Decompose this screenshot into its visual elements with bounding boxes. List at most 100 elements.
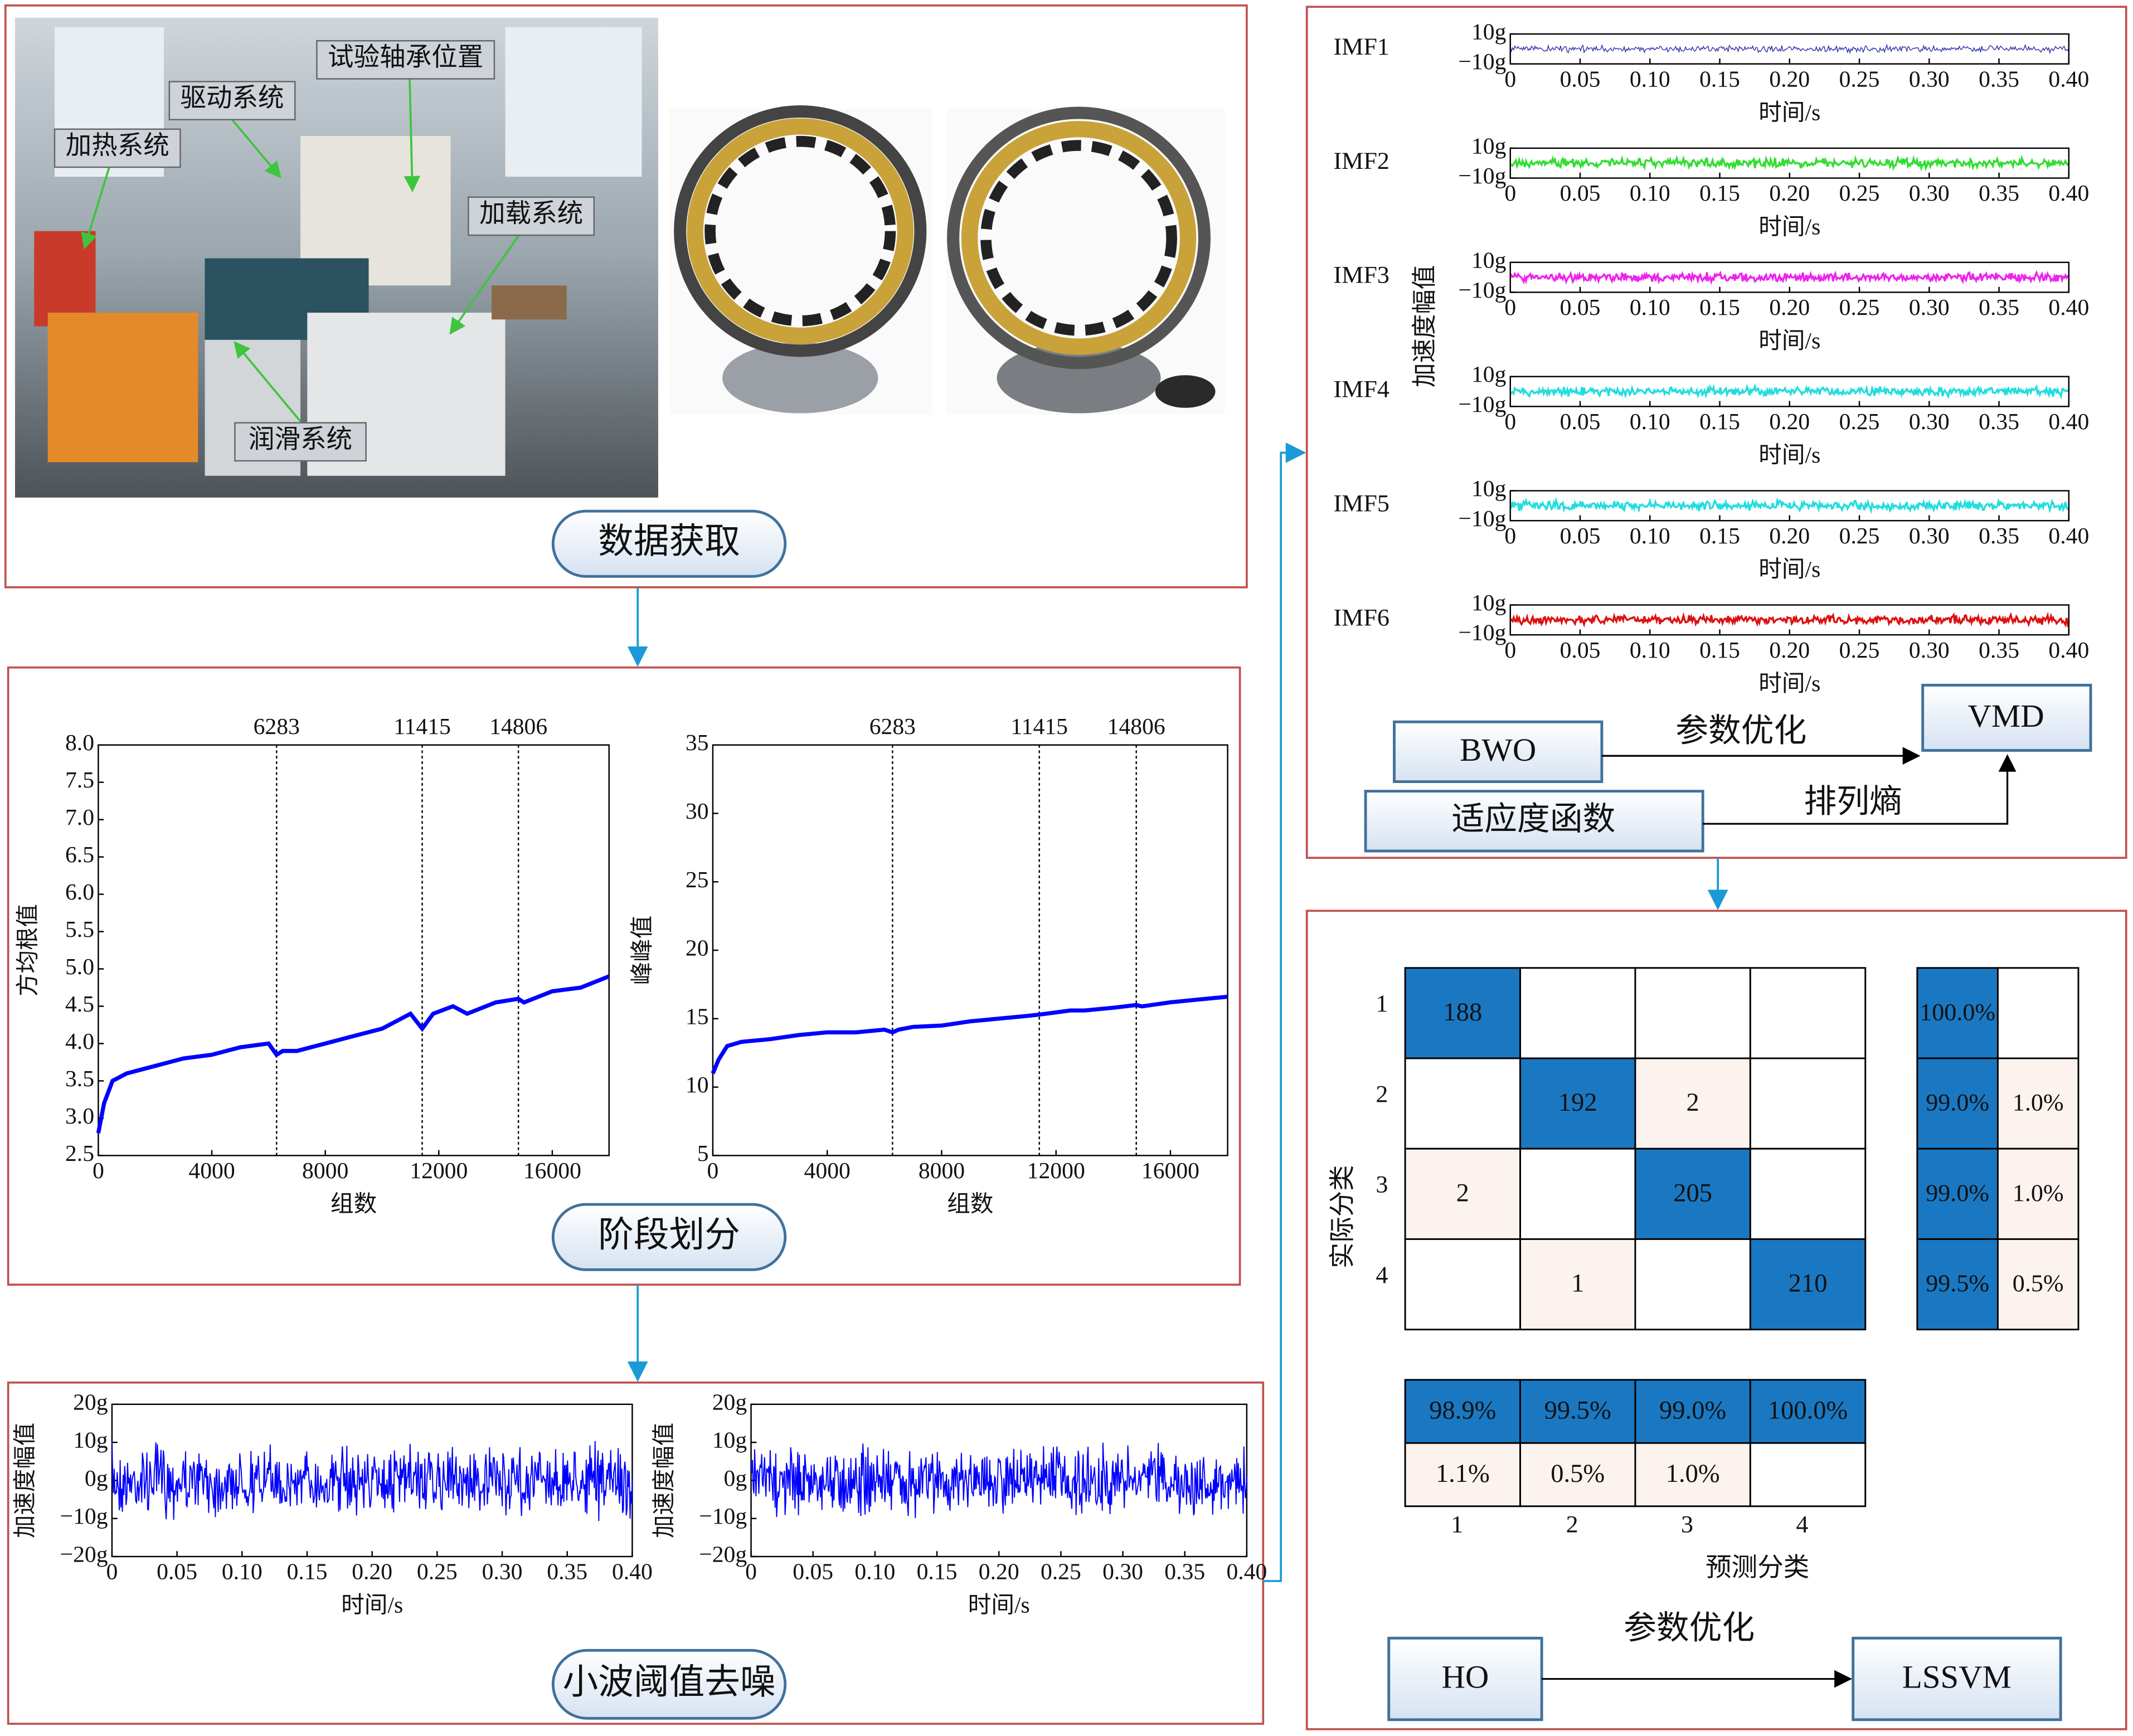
- x-tick-label: 0.35: [1979, 523, 2019, 548]
- matrix-cell: [1996, 1238, 2079, 1331]
- col-label: 1: [1451, 1511, 1463, 1538]
- matrix-cell: [1519, 967, 1636, 1059]
- matrix-cell: [1404, 1238, 1522, 1331]
- row-label: 3: [1376, 1171, 1388, 1198]
- y-tick-label: 10g: [712, 1427, 747, 1453]
- y-tick-label: 15: [686, 1003, 709, 1029]
- y-tick-label: −20g: [699, 1542, 747, 1567]
- x-tick-label: 0.30: [1909, 523, 1950, 548]
- x-tick-label: 0.30: [1909, 294, 1950, 320]
- x-tick-label: 0.20: [979, 1559, 1019, 1584]
- cell-label: 205: [1673, 1179, 1712, 1207]
- x-tick-label: 0.40: [2048, 180, 2089, 206]
- y-tick-label: −10g: [1458, 48, 1506, 74]
- x-tick-label: 0: [1504, 180, 1516, 206]
- matrix-cell: [1996, 967, 2079, 1059]
- rig-label: 加热系统: [66, 132, 169, 161]
- stage-marker-label: 11415: [1010, 713, 1068, 739]
- stage-marker-label: 14806: [489, 713, 547, 739]
- row-label: 1: [1376, 990, 1388, 1017]
- x-tick-label: 0.25: [1041, 1559, 1081, 1584]
- matrix-cell: [1519, 1147, 1636, 1240]
- x-tick-label: 0.30: [482, 1559, 523, 1584]
- cell-label: 99.5%: [1926, 1270, 1989, 1297]
- matrix-cell: [1916, 1147, 1999, 1240]
- y-tick-label: 10g: [73, 1427, 108, 1453]
- x-axis-label: 组数: [331, 1191, 377, 1217]
- x-tick-label: 0.25: [1839, 409, 1880, 434]
- y-tick-label: 35: [686, 730, 709, 755]
- box-label: LSSVM: [1902, 1659, 2011, 1695]
- cell-label: 1.0%: [2013, 1089, 2064, 1116]
- x-tick-label: 0.05: [1560, 523, 1601, 548]
- imf-label: IMF5: [1333, 490, 1389, 517]
- x-tick-label: 0: [745, 1559, 757, 1584]
- imf-label: IMF3: [1333, 261, 1389, 289]
- y-tick-label: 20: [686, 935, 709, 961]
- matrix-cell: [1519, 1238, 1636, 1331]
- edge-label: 参数优化: [1675, 713, 1806, 749]
- edge-label: 参数优化: [1624, 1610, 1755, 1646]
- caption: 阶段划分: [598, 1215, 740, 1254]
- cell-label: 99.0%: [1659, 1397, 1726, 1425]
- matrix-cell: [1634, 967, 1751, 1059]
- x-axis-label: 时间/s: [1758, 99, 1820, 125]
- y-tick-label: −10g: [1458, 277, 1506, 303]
- y-axis-label: 加速度幅值: [12, 1423, 37, 1538]
- x-tick-label: 0.15: [1699, 294, 1740, 320]
- x-tick-label: 0.40: [2048, 409, 2089, 434]
- x-tick-label: 0: [106, 1559, 118, 1584]
- y-tick-label: −10g: [1458, 620, 1506, 645]
- x-axis-label: 时间/s: [968, 1592, 1030, 1618]
- y-tick-label: 10g: [1471, 590, 1506, 615]
- bearing-photos: [669, 105, 1225, 415]
- y-tick-label: 10g: [1471, 19, 1506, 45]
- y-axis-label: 峰峰值: [629, 916, 655, 985]
- signal-texture: [1510, 155, 2070, 172]
- y-tick-label: 30: [686, 798, 709, 824]
- stage-marker-label: 14806: [1107, 713, 1165, 739]
- x-tick-label: 0.10: [1630, 180, 1670, 206]
- x-axis-label: 时间/s: [1758, 328, 1820, 353]
- matrix-cell: [1996, 1057, 2079, 1150]
- cell-label: 98.9%: [1429, 1397, 1496, 1425]
- x-tick-label: 0.10: [1630, 66, 1670, 91]
- captions: 数据获取 阶段划分 小波阈值去噪: [551, 509, 787, 1720]
- y-tick-label: 5: [697, 1140, 709, 1166]
- x-tick-label: 0: [1504, 409, 1516, 434]
- x-tick-label: 0.25: [1839, 523, 1880, 548]
- trend-line: [96, 974, 610, 1134]
- x-tick-label: 0.20: [1769, 523, 1810, 548]
- imf-label: IMF6: [1333, 604, 1389, 631]
- cell-label: 192: [1558, 1088, 1597, 1117]
- x-tick-label: 0.15: [1699, 409, 1740, 434]
- cell-label: 210: [1789, 1270, 1828, 1298]
- cell-label: 2: [1687, 1088, 1699, 1117]
- y-tick-label: 7.5: [65, 767, 94, 792]
- matrix-cell: [1519, 1379, 1636, 1444]
- x-tick-label: 0.30: [1102, 1559, 1143, 1584]
- x-tick-label: 0.20: [1769, 409, 1810, 434]
- x-tick-label: 0.15: [917, 1559, 958, 1584]
- matrix-cell: [1916, 1238, 1999, 1331]
- matrix-cell: [1749, 1238, 1867, 1331]
- y-tick-label: 4.0: [65, 1028, 94, 1054]
- matrix-cell: [1749, 1057, 1867, 1150]
- x-tick-label: 0.25: [1839, 294, 1880, 320]
- rig-label: 试验轴承位置: [328, 43, 483, 72]
- x-tick-label: 0.20: [1769, 180, 1810, 206]
- x-tick-label: 0.25: [1839, 66, 1880, 91]
- x-axis-label: 时间/s: [1758, 213, 1820, 239]
- cell-label: 2: [1456, 1179, 1469, 1207]
- cell-label: 100.0%: [1768, 1397, 1848, 1425]
- x-tick-label: 0.10: [854, 1559, 895, 1584]
- signal-texture: [1510, 43, 2069, 55]
- x-tick-label: 0.40: [2048, 637, 2089, 663]
- y-tick-label: 25: [686, 867, 709, 892]
- cell-label: 1: [1571, 1270, 1584, 1298]
- x-tick-label: 0.15: [1699, 180, 1740, 206]
- y-tick-label: 5.5: [65, 916, 94, 942]
- y-axis-label: 方均根值: [14, 904, 40, 996]
- box-label: BWO: [1460, 732, 1536, 768]
- matrix-cell: [1996, 1147, 2079, 1240]
